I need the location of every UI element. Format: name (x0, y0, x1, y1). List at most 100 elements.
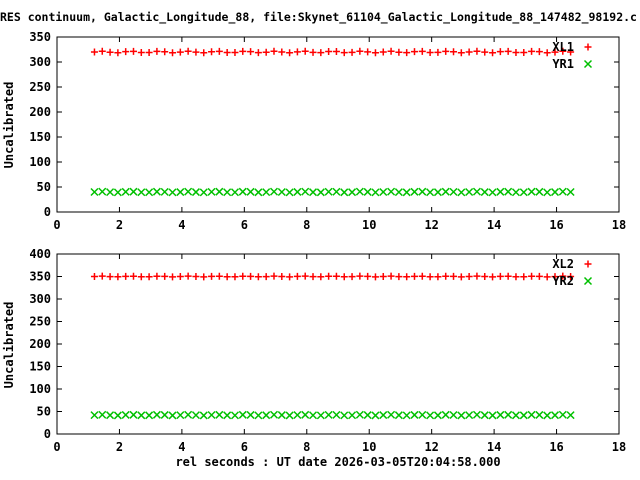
data-point-cross (160, 187, 169, 196)
data-point-cross (152, 410, 161, 419)
data-point-cross (254, 188, 263, 197)
data-point-plus (567, 273, 575, 281)
data-point-plus (567, 48, 575, 56)
data-point-cross (316, 411, 325, 420)
data-point-cross (98, 187, 107, 196)
data-point-cross (519, 188, 528, 197)
data-point-cross (207, 410, 216, 420)
legend-label-YR2: YR2 (552, 274, 574, 288)
x-tick-label: 6 (241, 440, 248, 454)
data-point-plus (153, 272, 161, 280)
data-point-plus (231, 49, 239, 57)
data-point-cross (504, 187, 513, 196)
data-point-cross (441, 187, 450, 196)
data-point-cross (519, 411, 528, 420)
data-point-plus (584, 43, 592, 51)
data-point-cross (301, 187, 310, 196)
data-point-plus (387, 272, 395, 280)
data-point-plus (379, 272, 387, 280)
data-point-cross (176, 188, 185, 197)
data-point-plus (278, 48, 286, 56)
data-point-plus (496, 272, 504, 280)
data-point-cross (472, 187, 481, 196)
data-point-cross (184, 187, 193, 196)
data-point-cross (457, 188, 466, 197)
data-point-plus (426, 273, 434, 281)
data-point-cross (496, 410, 505, 419)
data-point-plus (184, 272, 192, 280)
data-point-cross (199, 188, 208, 197)
x-tick-label: 8 (303, 218, 310, 232)
x-tick-label: 10 (362, 440, 376, 454)
data-point-cross (277, 411, 286, 420)
data-point-cross (379, 187, 388, 197)
data-point-plus (465, 273, 473, 281)
data-point-plus (90, 273, 98, 280)
data-point-cross (324, 410, 333, 419)
series-YR2 (90, 410, 575, 420)
data-point-cross (254, 411, 263, 420)
data-point-plus (145, 48, 153, 56)
data-point-plus (512, 48, 520, 56)
data-point-cross (355, 410, 364, 419)
x-tick-label: 0 (53, 440, 60, 454)
x-tick-label: 16 (549, 218, 563, 232)
x-tick-label: 12 (424, 218, 438, 232)
data-point-plus (106, 48, 114, 56)
data-point-plus (332, 272, 340, 280)
data-point-cross (316, 188, 325, 197)
data-point-cross (332, 187, 341, 196)
data-point-plus (551, 48, 559, 56)
data-point-plus (247, 48, 255, 56)
data-point-cross (410, 187, 419, 196)
bottom-plot: 0 2 4 6 8 10 12 14 16 18 0 50 100 150 200 250 300 350 400 X… (29, 247, 626, 454)
data-point-cross (238, 187, 247, 196)
data-point-plus (543, 49, 551, 57)
data-point-cross (207, 187, 216, 196)
data-point-plus (254, 273, 262, 281)
y-tick-label: 400 (29, 247, 51, 261)
plot-border (56, 36, 620, 213)
y-tick-label: 300 (29, 292, 51, 306)
data-point-cross (145, 411, 154, 420)
data-point-plus (262, 273, 270, 281)
data-point-plus (387, 47, 395, 55)
x-tick-label: 12 (424, 440, 438, 454)
data-point-cross (371, 411, 380, 420)
data-point-cross (137, 411, 146, 420)
data-point-plus (223, 48, 231, 56)
data-point-plus (410, 48, 418, 56)
data-point-cross (402, 188, 411, 197)
data-point-cross (449, 187, 458, 196)
data-point-plus (161, 48, 169, 56)
x-tick-label: 14 (487, 218, 501, 232)
data-point-cross (285, 411, 294, 420)
data-point-plus (364, 272, 372, 280)
data-point-cross (160, 410, 169, 419)
data-point-cross (583, 59, 593, 69)
data-point-plus (270, 272, 278, 280)
x-tick-label: 18 (612, 218, 626, 232)
x-tick-label: 18 (612, 440, 626, 454)
data-point-plus (129, 272, 137, 280)
data-point-plus (153, 47, 161, 55)
data-point-cross (90, 187, 99, 197)
x-tick-label: 8 (303, 440, 310, 454)
data-point-plus (410, 272, 418, 280)
x-tick-label: 14 (487, 440, 501, 454)
data-point-plus (192, 273, 200, 281)
data-point-cross (348, 411, 357, 420)
data-point-plus (200, 49, 208, 57)
data-point-plus (489, 273, 497, 281)
data-point-plus (239, 47, 247, 55)
data-point-cross (199, 411, 208, 420)
data-point-plus (504, 272, 512, 280)
data-point-plus (176, 48, 184, 56)
x-tick-label: 2 (116, 440, 123, 454)
data-point-plus (293, 48, 301, 56)
data-point-plus (520, 273, 528, 281)
data-point-plus (473, 272, 481, 280)
data-point-cross (488, 411, 497, 420)
data-point-plus (325, 272, 333, 280)
y-tick-label: 50 (37, 405, 51, 419)
